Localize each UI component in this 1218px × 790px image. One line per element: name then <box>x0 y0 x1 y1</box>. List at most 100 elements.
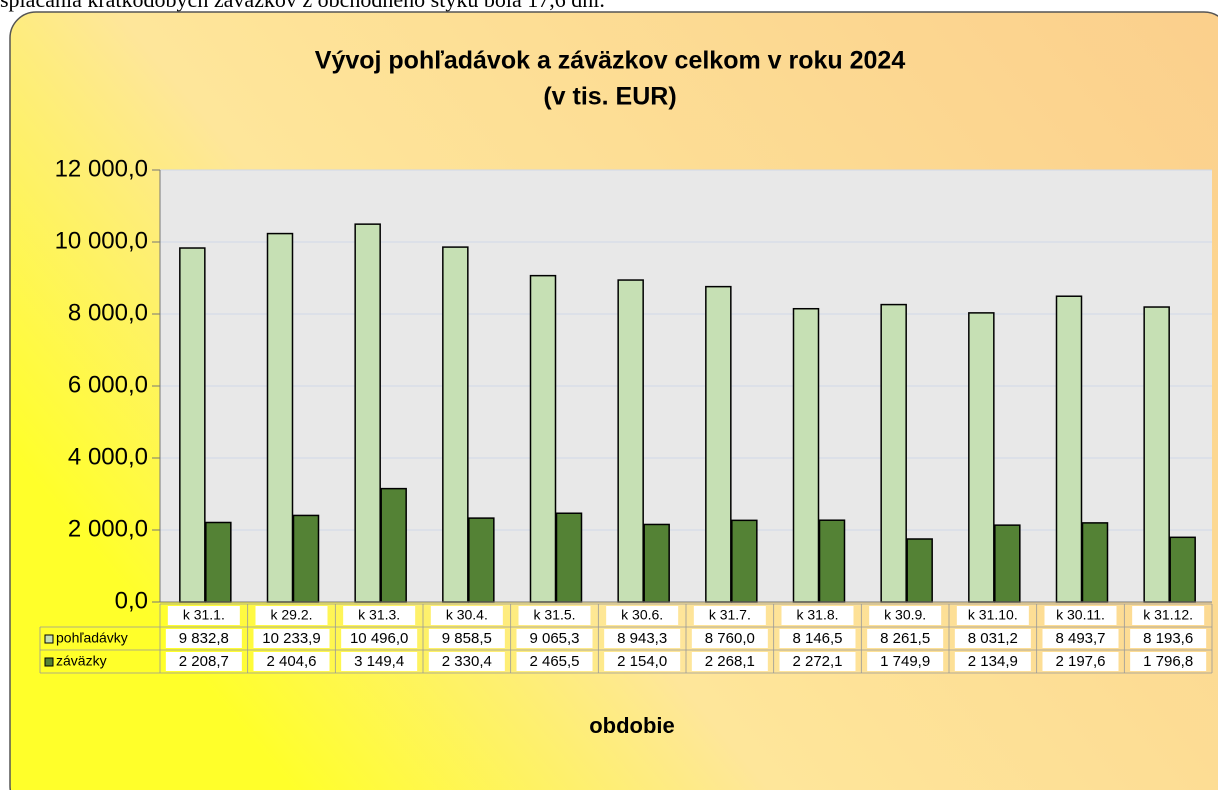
legend-label: záväzky <box>56 653 107 669</box>
label-box <box>956 606 1029 625</box>
bar <box>1169 536 1196 603</box>
data-label: 8 261,5 <box>880 630 930 647</box>
label-box <box>1130 629 1207 648</box>
data-label: 9 832,8 <box>179 630 229 647</box>
bar <box>380 487 407 603</box>
x-tick-label: k 31.5. <box>533 607 575 623</box>
data-label: 2 208,7 <box>179 653 229 670</box>
bar <box>1055 295 1083 603</box>
bar <box>292 514 320 603</box>
label-box <box>167 606 240 625</box>
label-box <box>430 606 503 625</box>
bar <box>994 524 1021 603</box>
label-box <box>604 629 681 648</box>
data-label: 2 272,1 <box>792 653 842 670</box>
data-label: 8 031,2 <box>968 630 1018 647</box>
label-box <box>1044 606 1117 625</box>
data-label: 10 233,9 <box>262 630 320 647</box>
label-box <box>606 606 679 625</box>
data-label: 8 146,5 <box>792 630 842 647</box>
label-box <box>867 652 944 671</box>
x-tick-label: k 29.2. <box>270 607 312 623</box>
label-box <box>518 606 591 625</box>
label-box <box>779 652 856 671</box>
label-box <box>1042 629 1119 648</box>
data-label: 10 496,0 <box>350 630 408 647</box>
y-tick-label: 10 000,0 <box>55 227 148 254</box>
label-box <box>1132 606 1205 625</box>
bar <box>266 232 294 603</box>
bar <box>617 279 644 603</box>
label-box <box>954 652 1031 671</box>
label-box <box>869 606 942 625</box>
data-label: 2 404,6 <box>266 653 316 670</box>
data-label: 1 796,8 <box>1143 653 1193 670</box>
x-tick-label: k 31.3. <box>358 607 400 623</box>
bar <box>354 223 381 603</box>
label-box <box>779 629 856 648</box>
data-label: 9 858,5 <box>442 630 492 647</box>
bar <box>818 519 846 603</box>
y-tick-label: 8 000,0 <box>68 299 148 326</box>
label-box <box>1130 652 1207 671</box>
data-label: 2 330,4 <box>442 653 492 670</box>
label-box <box>693 606 766 625</box>
data-label: 2 268,1 <box>705 653 755 670</box>
label-box <box>255 606 328 625</box>
bar <box>792 307 820 603</box>
label-box <box>253 652 330 671</box>
data-label: 2 134,9 <box>968 653 1018 670</box>
bar <box>906 538 933 603</box>
bar <box>205 521 232 603</box>
chart-subtitle: (v tis. EUR) <box>543 83 676 111</box>
label-box <box>1042 652 1119 671</box>
label-box <box>516 652 593 671</box>
bar <box>1081 522 1109 603</box>
bar <box>705 285 732 603</box>
x-tick-label: k 31.10. <box>968 607 1018 623</box>
label-box <box>867 629 944 648</box>
data-label: 3 149,4 <box>354 653 404 670</box>
bar <box>442 246 469 603</box>
label-box <box>691 652 768 671</box>
x-tick-label: k 31.1. <box>183 607 225 623</box>
data-label: 8 943,3 <box>617 630 667 647</box>
bar <box>643 523 670 603</box>
x-tick-label: k 31.7. <box>709 607 751 623</box>
data-label: 1 749,9 <box>880 653 930 670</box>
chart-title: Vývoj pohľadávok a záväzkov celkom v rok… <box>315 47 906 75</box>
legend-key <box>44 634 54 644</box>
data-label: 8 193,6 <box>1143 630 1193 647</box>
label-box <box>165 652 242 671</box>
bar <box>968 312 995 603</box>
x-tick-label: k 31.12. <box>1143 607 1193 623</box>
y-tick-label: 6 000,0 <box>68 371 148 398</box>
x-tick-label: k 31.8. <box>796 607 838 623</box>
label-box <box>691 629 768 648</box>
data-label: 2 465,5 <box>529 653 579 670</box>
label-box <box>604 652 681 671</box>
x-tick-label: k 30.9. <box>884 607 926 623</box>
page-text: splácania krátkodobých záväzkov z obchod… <box>0 0 605 13</box>
bar <box>880 303 907 603</box>
bar <box>179 247 206 603</box>
label-box <box>781 606 854 625</box>
y-tick-label: 0,0 <box>115 587 148 614</box>
data-label: 8 493,7 <box>1055 630 1105 647</box>
y-tick-label: 12 000,0 <box>55 155 148 182</box>
bar <box>529 274 557 603</box>
bar <box>1143 306 1170 603</box>
x-tick-label: k 30.4. <box>446 607 488 623</box>
x-tick-label: k 30.11. <box>1056 607 1105 623</box>
label-box <box>341 652 418 671</box>
bar <box>468 517 495 603</box>
data-label: 8 760,0 <box>705 630 755 647</box>
legend-label: pohľadávky <box>56 630 128 646</box>
label-box <box>341 629 418 648</box>
data-label: 2 154,0 <box>617 653 667 670</box>
label-box <box>428 652 505 671</box>
x-axis-title: obdobie <box>589 713 675 738</box>
y-tick-label: 4 000,0 <box>68 443 148 470</box>
